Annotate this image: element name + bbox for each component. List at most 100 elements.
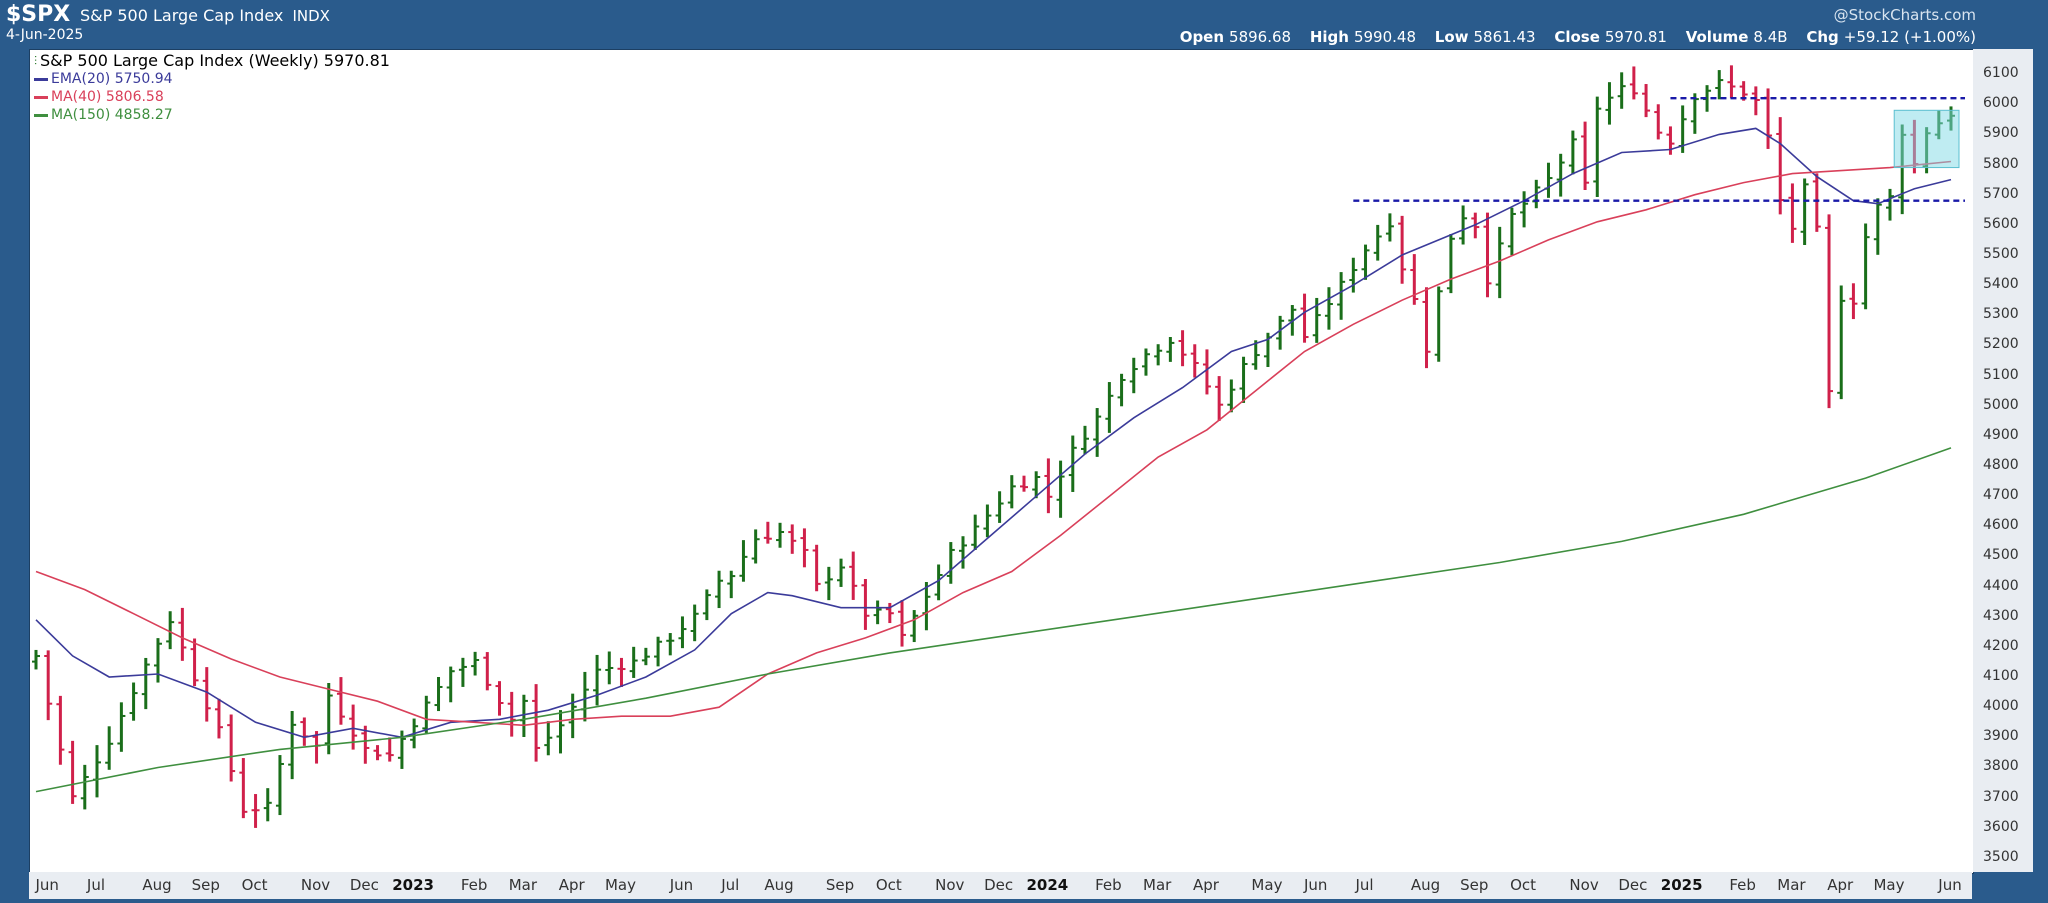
price-tick-label: 3500 (1983, 848, 2019, 865)
ohlc-bar (507, 691, 516, 737)
ohlc-bar (56, 695, 65, 765)
time-tick-label: Aug (1410, 876, 1441, 894)
ohlc-bar (873, 600, 882, 625)
ohlc-bar (1642, 84, 1651, 118)
ohlc-bar (1556, 153, 1565, 197)
ohlc-bar (385, 737, 394, 762)
ohlc-bar (336, 677, 345, 725)
ohlc-bar (1788, 183, 1797, 243)
ohlc-bar (1507, 207, 1516, 256)
price-tick-label: 4300 (1983, 607, 2019, 624)
ohlc-bar (1276, 315, 1285, 350)
time-tick-label: Apr (1192, 876, 1219, 894)
ohlc-bar (202, 667, 211, 722)
price-axis: 3500 3600 3700 3800 3900 4000 4100 4200 4300 4400… (1973, 49, 2033, 872)
brand-logo[interactable]: @StockCharts.com (1833, 6, 1976, 24)
price-tick-label: 4100 (1983, 668, 2019, 685)
time-tick-label: 2025 (1660, 876, 1703, 894)
ohlc-bar (605, 651, 614, 685)
price-tick-label: 5500 (1983, 245, 2019, 262)
ohlc-bar (1019, 475, 1028, 492)
exchange-label: INDX (292, 7, 330, 25)
ohlc-readout: Open 5896.68 High 5990.48 Low 5861.43 Close… (1166, 28, 1976, 46)
ohlc-bar (1410, 254, 1419, 305)
ohlc-bar (361, 725, 370, 764)
price-tick-label: 4200 (1983, 637, 2019, 654)
ohlc-bar (166, 611, 175, 650)
time-tick-label: Apr (1827, 876, 1854, 894)
ohlc-bar (1422, 287, 1431, 369)
ticker-symbol[interactable]: $SPX (6, 2, 71, 27)
ohlc-bar (910, 610, 919, 643)
ohlc-bar (458, 657, 467, 687)
ohlc-bar (288, 711, 297, 780)
time-tick-label: Nov (935, 876, 965, 894)
price-tick-label: 5400 (1983, 276, 2019, 293)
ohlc-bar (105, 726, 114, 770)
ohlc-bar (1215, 376, 1224, 421)
ohlc-bar (227, 714, 236, 782)
price-tick-label: 4800 (1983, 457, 2019, 474)
ohlc-bar (1520, 191, 1529, 228)
time-tick-label: Sep (1460, 876, 1489, 894)
ohlc-bar (1324, 287, 1333, 330)
price-tick-label: 5800 (1983, 155, 2019, 172)
time-tick-label: Feb (1095, 876, 1122, 894)
ohlc-high: High 5990.48 (1309, 28, 1416, 46)
ohlc-bar (178, 607, 187, 661)
ohlc-bar (1129, 357, 1138, 394)
legend-title: S&P 500 Large Cap Index (Weekly) 5970.81 (40, 51, 390, 70)
ohlc-bar (666, 633, 675, 656)
ohlc-bar (434, 676, 443, 712)
time-tick-label: Mar (508, 876, 538, 894)
ohlc-bar (617, 657, 626, 688)
time-tick-label: Mar (1143, 876, 1172, 894)
ohlc-bar (1141, 348, 1150, 376)
ohlc-bar (1483, 212, 1492, 298)
price-tick-label: 4000 (1983, 698, 2019, 715)
ohlc-bar (751, 529, 760, 564)
ohlc-bar (1544, 162, 1553, 198)
ohlc-bar (1581, 121, 1590, 191)
ohlc-bar (1849, 283, 1858, 320)
ohlc-bar (141, 657, 150, 710)
price-tick-label: 4400 (1983, 577, 2019, 594)
time-tick-label: 2024 (1026, 876, 1069, 894)
ohlc-bar (1349, 257, 1358, 293)
price-tick-label: 6000 (1983, 95, 2019, 112)
ohlc-bar (1459, 205, 1468, 245)
ohlc-bar (1093, 408, 1102, 457)
ohlc-bar (1837, 285, 1846, 400)
ohlc-bar (629, 646, 638, 678)
legend-item-ma150: MA(150) 4858.27 (34, 106, 390, 124)
ohlc-bar (251, 794, 260, 828)
time-tick-label: Aug (764, 876, 794, 894)
time-tick-label: Dec (984, 876, 1014, 894)
index-name-text: S&P 500 Large Cap Index (80, 6, 284, 25)
ohlc-bar (1190, 344, 1199, 378)
ohlc-bar (1300, 293, 1309, 343)
ohlc-bar (580, 671, 589, 722)
ohlc-bar (68, 740, 77, 804)
ohlc-bar (1105, 382, 1114, 433)
ohlc-bar (1032, 471, 1041, 499)
ohlc-bar (1239, 356, 1248, 403)
price-tick-label: 4600 (1983, 517, 2019, 534)
price-tick-label: 4900 (1983, 426, 2019, 443)
ohlc-bar (739, 540, 748, 582)
ohlc-bar (1373, 224, 1382, 261)
ma150-line (35, 447, 1952, 793)
time-tick-label: Jun (35, 876, 59, 894)
price-plot-area[interactable]: ⫶ S&P 500 Large Cap Index (Weekly) 5970.… (29, 49, 1974, 874)
legend-ema20-label: EMA(20) 5750.94 (51, 71, 173, 87)
ohlc-bar (214, 698, 223, 739)
time-tick-label: Aug (142, 876, 172, 894)
price-tick-label: 5700 (1983, 185, 2019, 202)
ma40-swatch (34, 95, 48, 99)
ohlc-bar (654, 636, 663, 667)
ohlc-bar (446, 666, 455, 703)
ohlc-bar (263, 788, 272, 822)
ohlc-bar (1056, 460, 1065, 518)
price-tick-label: 5000 (1983, 396, 2019, 413)
ohlc-bar (1385, 213, 1394, 242)
